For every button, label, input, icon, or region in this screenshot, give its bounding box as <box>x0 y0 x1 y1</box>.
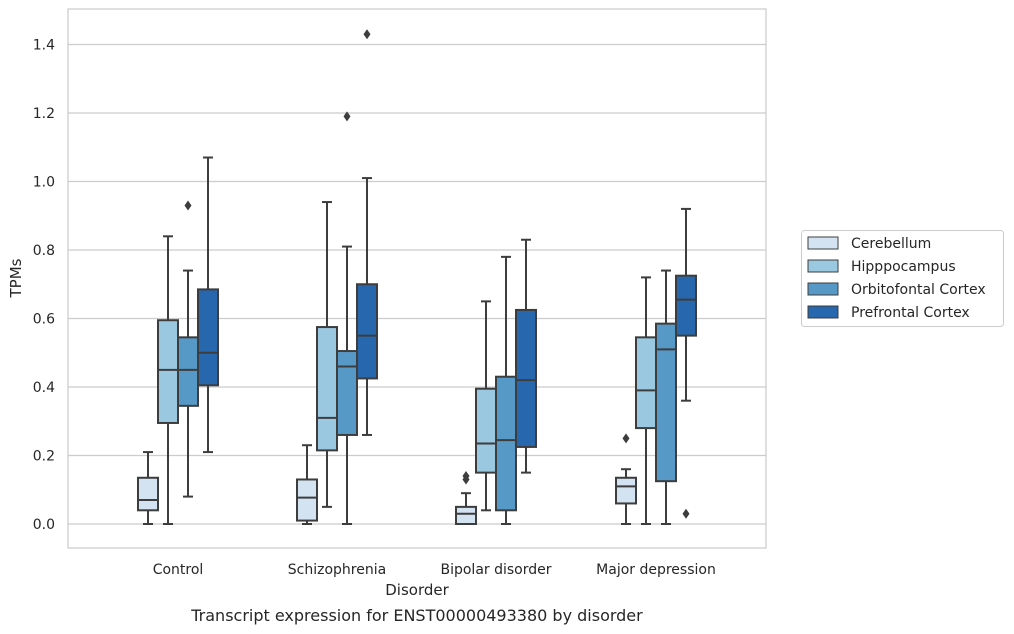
outlier-point <box>622 433 630 444</box>
box-2-3 <box>515 238 537 474</box>
box-iqr <box>137 476 159 512</box>
box-iqr <box>675 274 697 337</box>
legend-swatch <box>807 305 839 319</box>
figure-caption: Transcript expression for ENST0000049338… <box>191 606 643 625</box>
legend-label: Orbitofontal Cortex <box>851 282 986 298</box>
box-1-3 <box>356 29 378 436</box>
box-0-2 <box>177 200 199 498</box>
box-0-1 <box>157 235 179 525</box>
legend-swatch <box>807 236 839 250</box>
box-3-1 <box>635 276 657 525</box>
box-iqr <box>635 336 657 430</box>
box-iqr <box>356 283 378 380</box>
x-tick-label: Control <box>153 562 204 578</box>
box-iqr <box>495 375 517 512</box>
x-tick-label: Major depression <box>596 562 716 578</box>
y-tick-label: 1.4 <box>33 38 55 54</box>
legend: Cerebellum Hipppocampus Orbitofontal Corte… <box>801 230 1004 327</box>
box-iqr <box>515 308 537 448</box>
box-iqr <box>655 322 677 483</box>
box-iqr <box>615 476 637 505</box>
y-tick-labels: 0.0 0.2 0.4 0.6 0.8 1.0 1.2 1.4 <box>33 38 55 534</box>
outlier-point <box>363 29 371 40</box>
box-iqr <box>455 505 477 525</box>
box-iqr <box>316 326 338 452</box>
y-tick-label: 0.6 <box>33 312 55 328</box>
box-iqr <box>197 288 219 387</box>
legend-frame <box>801 230 1004 327</box>
outlier-point <box>462 471 470 482</box>
box-iqr <box>157 319 179 424</box>
box-iqr <box>296 478 318 522</box>
box-3-2 <box>655 269 677 525</box>
box-1-0 <box>296 444 318 525</box>
y-tick-label: 0.4 <box>33 380 55 396</box>
y-axis-label: TPMs <box>7 258 25 298</box>
legend-swatch <box>807 282 839 296</box>
box-1-2 <box>336 111 358 525</box>
box-2-0 <box>455 471 477 525</box>
outlier-point <box>343 111 351 122</box>
y-tick-label: 1.2 <box>33 106 55 122</box>
x-tick-label: Bipolar disorder <box>440 562 551 578</box>
box-3-0 <box>615 433 637 525</box>
box-0-0 <box>137 451 159 525</box>
box-1-1 <box>316 201 338 508</box>
legend-label: Hipppocampus <box>851 259 956 275</box>
x-tick-labels: Control Schizophrenia Bipolar disorder Majo… <box>153 562 716 578</box>
x-tick-label: Schizophrenia <box>288 562 386 578</box>
y-tick-label: 0.2 <box>33 449 55 465</box>
box-2-2 <box>495 255 517 525</box>
outlier-point <box>184 200 192 211</box>
y-tick-label: 1.0 <box>33 175 55 191</box>
x-axis-label: Disorder <box>385 581 449 599</box>
outlier-point <box>682 508 690 519</box>
legend-swatch <box>807 259 839 273</box>
box-iqr <box>336 350 358 436</box>
boxes <box>137 29 697 525</box>
box-3-3 <box>675 207 697 519</box>
box-iqr <box>475 387 497 474</box>
legend-label: Cerebellum <box>851 236 931 252</box>
y-tick-label: 0.8 <box>33 243 55 259</box>
box-0-3 <box>197 156 219 454</box>
box-2-1 <box>475 300 497 512</box>
box-iqr <box>177 336 199 407</box>
legend-label: Prefrontal Cortex <box>851 305 970 321</box>
plot-frame <box>67 8 767 549</box>
y-tick-label: 0.0 <box>33 517 55 533</box>
